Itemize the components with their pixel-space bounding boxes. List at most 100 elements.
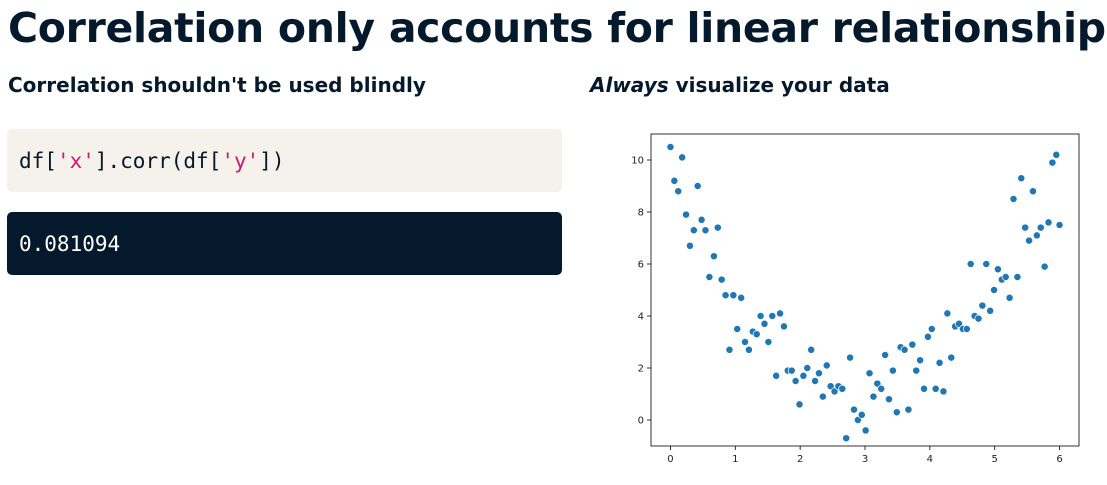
- scatter-point: [962, 325, 971, 333]
- right-heading-rest: visualize your data: [668, 73, 890, 97]
- slide-title: Correlation only accounts for linear rel…: [8, 4, 1107, 52]
- scatter-point: [705, 273, 714, 281]
- scatter-point: [877, 384, 886, 393]
- x-tick-label: 3: [862, 454, 868, 465]
- scatter-point: [1048, 158, 1057, 167]
- scatter-point: [772, 371, 781, 380]
- scatter-point: [795, 400, 804, 409]
- scatter-point: [908, 340, 917, 349]
- y-tick-label: 6: [638, 260, 644, 271]
- scatter-point: [697, 215, 706, 224]
- scatter-point: [674, 187, 683, 196]
- code-part: ].corr(df[: [94, 148, 222, 173]
- scatter-point: [760, 319, 769, 328]
- scatter-point: [1025, 236, 1034, 245]
- scatter-point: [900, 345, 909, 354]
- right-heading: Always visualize your data: [590, 72, 890, 98]
- scatter-point: [838, 384, 847, 393]
- scatter-point: [807, 345, 816, 354]
- scatter-point: [678, 153, 687, 162]
- y-tick-label: 8: [638, 208, 644, 219]
- scatter-point: [768, 312, 777, 320]
- scatter-point: [923, 332, 932, 341]
- output-value: 0.081094: [19, 231, 121, 256]
- scatter-point: [881, 351, 890, 359]
- scatter-point: [756, 312, 765, 320]
- scatter-point: [779, 322, 788, 331]
- scatter-point: [990, 286, 998, 294]
- scatter-point: [920, 384, 928, 393]
- scatter-point: [701, 226, 710, 235]
- scatter-point: [853, 416, 862, 424]
- scatter-point: [666, 143, 675, 151]
- code-string-y: 'y': [221, 148, 260, 173]
- x-tick-label: 6: [1056, 454, 1062, 465]
- scatter-point: [799, 371, 808, 380]
- scatter-point: [861, 426, 870, 435]
- scatter-chart: 0 1 2 3 4 5 6 0 2 4 6 8 10: [631, 133, 1080, 465]
- scatter-point: [764, 338, 773, 346]
- scatter-point: [1052, 150, 1061, 159]
- scatter-point: [947, 353, 956, 362]
- code-part: df[: [19, 148, 57, 173]
- right-heading-emphasis: Always: [590, 73, 669, 97]
- y-tick-label: 10: [631, 156, 644, 167]
- x-tick-label: 1: [732, 454, 738, 465]
- scatter-point: [776, 309, 784, 318]
- scatter-point: [741, 338, 749, 346]
- plot-frame: [650, 133, 1080, 447]
- scatter-point: [1017, 174, 1026, 183]
- scatter-point: [935, 358, 944, 367]
- scatter-point: [857, 410, 866, 419]
- scatter-point: [1009, 195, 1018, 203]
- x-tick-label: 0: [667, 454, 673, 465]
- scatter-point: [1013, 273, 1022, 281]
- scatter-point: [811, 377, 820, 385]
- scatter-point: [850, 405, 858, 414]
- left-heading: Correlation shouldn't be used blindly: [8, 73, 426, 97]
- scatter-point: [939, 387, 948, 396]
- scatter-point: [1032, 231, 1041, 240]
- scatter-point: [713, 223, 722, 232]
- scatter-point: [865, 369, 874, 378]
- scatter-point: [721, 291, 730, 300]
- scatter-point: [943, 309, 952, 318]
- scatter-point: [803, 364, 812, 372]
- scatter-point: [717, 275, 726, 284]
- x-tick-label: 5: [992, 454, 998, 465]
- scatter-point: [685, 241, 694, 250]
- scatter-point: [912, 366, 921, 375]
- scatter-point: [822, 361, 831, 370]
- scatter-point: [966, 260, 975, 268]
- code-part: ]): [259, 148, 285, 173]
- scatter-point: [826, 382, 835, 391]
- scatter-point: [982, 260, 991, 268]
- scatter-point: [787, 366, 796, 375]
- scatter-point: [1021, 223, 1030, 232]
- scatter-point: [873, 379, 882, 388]
- scatter-point: [842, 434, 851, 443]
- scatter-point: [815, 369, 823, 378]
- scatter-point: [737, 293, 746, 302]
- scatter-point: [744, 345, 753, 354]
- y-tick-label: 2: [638, 364, 644, 375]
- scatter-point: [888, 366, 897, 375]
- scatter-point: [689, 226, 698, 235]
- scatter-point: [869, 392, 878, 401]
- scatter-point: [927, 325, 936, 333]
- scatter-point: [725, 345, 734, 354]
- scatter-point: [1044, 218, 1053, 227]
- x-tick-label: 2: [797, 454, 803, 465]
- scatter-point: [682, 210, 690, 219]
- scatter-point: [1001, 273, 1010, 281]
- scatter-point: [830, 387, 839, 396]
- scatter-point: [931, 384, 940, 393]
- x-tick-label: 4: [927, 454, 933, 465]
- scatter-point: [978, 301, 987, 310]
- code-cell[interactable]: df['x'].corr(df['y']): [7, 129, 562, 192]
- scatter-point: [955, 319, 963, 328]
- scatter-point: [892, 408, 901, 417]
- y-tick-label: 4: [638, 312, 644, 323]
- scatter-point: [846, 353, 855, 362]
- scatter-point: [752, 330, 761, 339]
